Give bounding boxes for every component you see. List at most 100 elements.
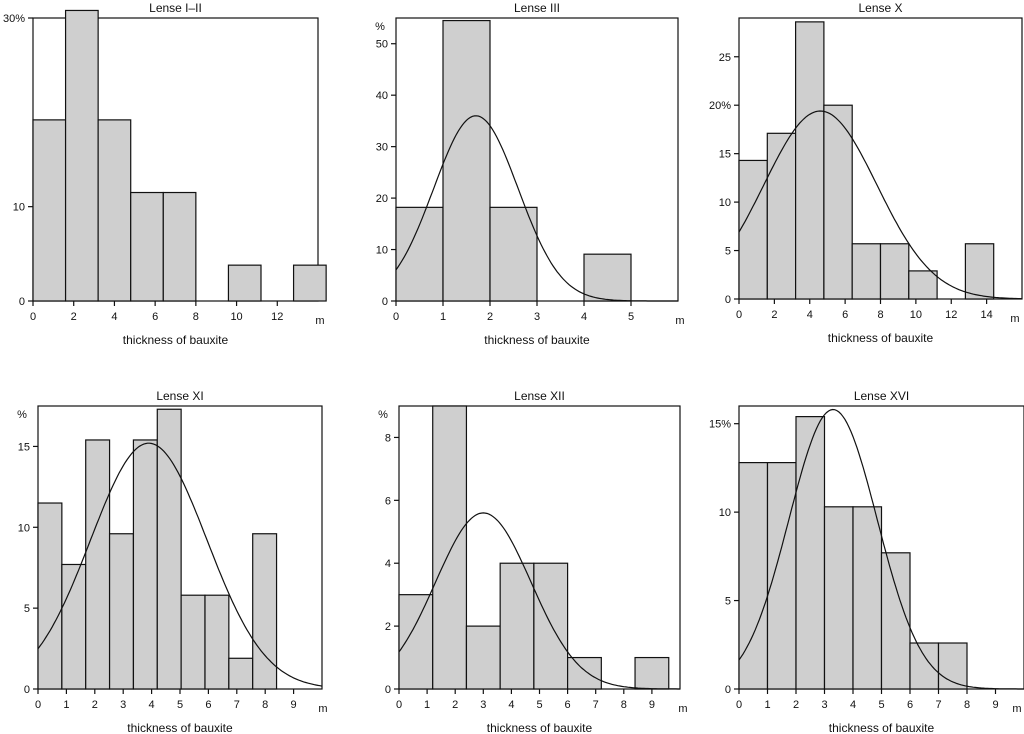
x-tick-label: 5 [628,311,634,323]
histogram-bar [489,206,538,302]
histogram-bar [766,462,797,690]
x-tick-label: 7 [234,699,240,711]
x-tick-label: 3 [821,699,827,711]
x-tick-label: 4 [850,699,856,711]
y-tick-label: 8 [385,432,391,444]
histogram-bar [442,19,491,302]
x-axis-label: thickness of bauxite [829,721,935,734]
histogram-bar [32,119,67,302]
x-tick-label: 7 [593,699,599,711]
y-tick-label: 30% [3,13,25,25]
x-tick-label: 6 [205,699,211,711]
x-tick-label: 1 [63,699,69,711]
histogram-bar [823,104,853,300]
x-axis-label: thickness of bauxite [123,333,229,347]
y-tick-label: 2 [385,621,391,633]
x-tick-label: 14 [981,309,993,321]
y-unit-label: % [17,409,27,421]
histogram-bar [795,416,826,690]
x-tick-label: 12 [945,309,957,321]
x-tick-label: 9 [291,699,297,711]
y-unit-label: % [378,409,388,421]
x-tick-label: 1 [424,699,430,711]
normal-curve [37,442,323,687]
histogram-bar [130,191,164,302]
x-tick-label: 0 [396,699,402,711]
chart-title: Lense XI [156,389,203,403]
normal-curve [398,512,680,690]
y-tick-label: 10 [13,202,25,214]
y-tick-label: 0 [725,294,731,306]
y-tick-label: 10 [719,507,731,519]
histogram-bar [292,264,327,302]
x-tick-label: 10 [230,311,242,323]
x-tick-label: 9 [649,699,655,711]
x-tick-label: 6 [907,699,913,711]
histogram-bar [823,506,854,690]
x-tick-label: 4 [508,699,514,711]
histogram-bar [162,191,197,302]
histogram-bar [566,656,602,690]
x-axis-label: thickness of bauxite [484,333,590,347]
x-tick-label: 8 [877,309,883,321]
x-tick-label: 8 [621,699,627,711]
x-tick-label: 12 [271,311,283,323]
chart-panel: Lense XII 0 1 2 3 4 5 6 7 8 9 m thickness of bauxite… [378,389,687,734]
x-tick-label: 8 [193,311,199,323]
histogram-bar [880,552,911,690]
histogram-bar [180,594,206,690]
x-tick-label: 0 [736,699,742,711]
x-tick-label: 2 [793,699,799,711]
x-tick-label: 5 [878,699,884,711]
normal-curve [738,408,1024,690]
y-tick-label: 0 [382,296,388,308]
histogram-bar [227,264,262,302]
y-tick-label: 15% [709,419,731,431]
y-tick-label: 25 [719,52,731,64]
chart-title: Lense XVI [854,389,909,403]
x-tick-label: 2 [71,311,77,323]
histogram-bar [738,462,769,690]
histogram-bar [909,642,940,690]
x-tick-label: 0 [736,309,742,321]
x-tick-label: 0 [30,311,36,323]
histogram-bar [228,657,254,690]
y-tick-label: 50 [376,39,388,51]
y-tick-label: 6 [385,495,391,507]
y-tick-label: 15 [719,149,731,161]
histogram-bar [533,562,569,690]
histogram-bar [85,439,111,690]
histogram-bar [794,21,825,300]
y-unit-label: % [375,21,385,33]
histogram-bar [398,594,434,690]
histogram-bar [879,243,910,300]
x-tick-label: 1 [440,311,446,323]
y-tick-label: 5 [725,596,731,608]
y-tick-label: 30 [376,142,388,154]
histogram-bar [156,408,182,690]
x-unit-label: m [1010,313,1019,325]
x-tick-label: 9 [992,699,998,711]
histogram-bar [634,656,670,690]
x-tick-label: 5 [177,699,183,711]
histogram-bar [583,253,632,302]
histogram-bar [851,243,882,300]
histogram-bar [964,243,995,300]
histogram-bar [738,159,768,300]
x-tick-label: 3 [120,699,126,711]
x-tick-label: 7 [935,699,941,711]
y-tick-label: 10 [18,522,30,534]
x-tick-label: 3 [480,699,486,711]
chart-title: Lense X [858,1,902,15]
chart-panel: Lense XVI 0 1 2 3 4 5 6 7 8 9 m thickness of bauxite… [709,389,1024,734]
histogram-bar [852,506,883,690]
histogram-bar [465,625,501,690]
chart-panel: Lense III 0 1 2 3 4 5 m thickness of bauxite 0 10 2… [375,1,684,347]
chart-panel: Lense I–II 0 2 4 6 8 10 12 m thickness of bauxite… [3,1,327,347]
x-tick-label: 8 [964,699,970,711]
x-axis-label: thickness of bauxite [487,721,593,734]
x-tick-label: 10 [910,309,922,321]
chart-panel: Lense XI 0 1 2 3 4 5 6 7 8 9 m thickness of bauxite 0… [17,389,327,734]
x-unit-label: m [315,315,324,327]
y-tick-label: 20% [709,100,731,112]
